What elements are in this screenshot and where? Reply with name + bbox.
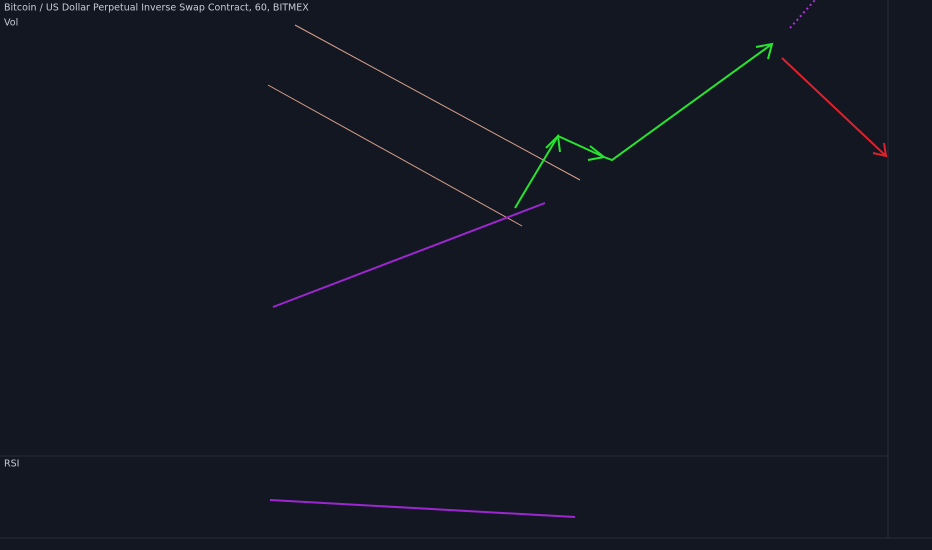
arrow-head [545, 133, 561, 153]
channel-upper [294, 24, 581, 181]
rsi-divergence [269, 499, 576, 518]
chart-title: Bitcoin / US Dollar Perpetual Inverse Sw… [4, 3, 309, 14]
rsi-label: RSI [4, 459, 19, 470]
projection-down [781, 57, 887, 157]
dotted-projection [789, 0, 816, 29]
drawings [267, 0, 888, 518]
volume-label: Vol [4, 18, 18, 29]
trend-line [272, 202, 546, 308]
arrow-head [587, 145, 607, 161]
arrow-head [755, 42, 774, 60]
channel-lower [267, 84, 523, 227]
arrow-head [872, 142, 888, 158]
